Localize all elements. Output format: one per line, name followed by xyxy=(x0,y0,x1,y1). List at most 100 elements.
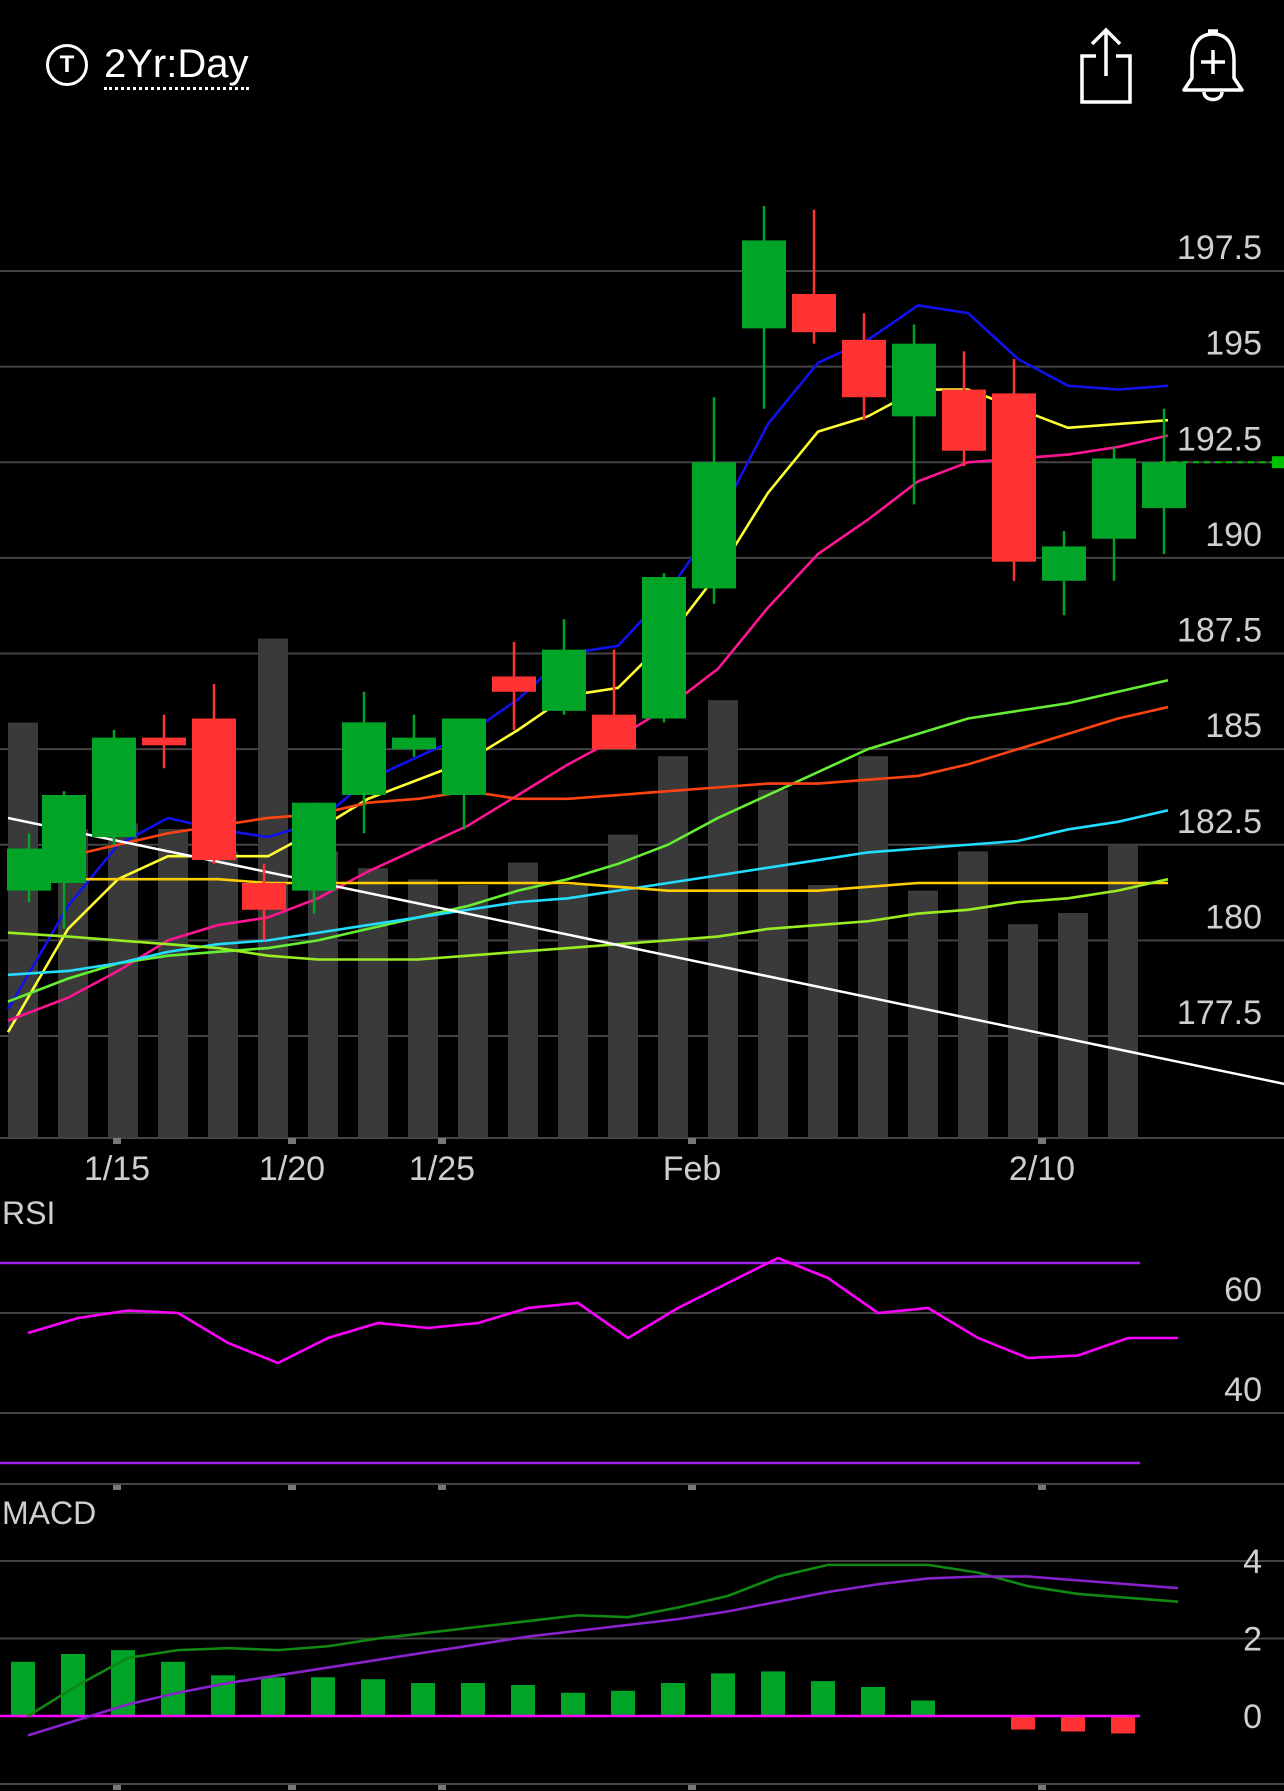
price-tick-label: 180 xyxy=(1205,898,1262,936)
volume-bar xyxy=(608,834,638,1137)
macd-histogram-bar xyxy=(461,1683,485,1716)
date-tick-label: Feb xyxy=(663,1150,722,1188)
candle-down xyxy=(992,393,1036,562)
macd-tick-label: 4 xyxy=(1243,1543,1262,1581)
price-tick-label: 182.5 xyxy=(1177,803,1262,841)
date-axis-labels: 1/15 1/20 1/25 Feb 2/10 xyxy=(84,1138,1075,1790)
share-icon xyxy=(1080,27,1132,104)
signal-line xyxy=(27,1575,1179,1737)
price-tick-label: 190 xyxy=(1205,516,1262,554)
macd-histogram-bar xyxy=(1061,1716,1085,1732)
volume-bar xyxy=(908,890,938,1137)
macd-histogram-bar xyxy=(411,1683,435,1716)
macd-tick-label: 2 xyxy=(1243,1621,1262,1659)
rsi-tick-label: 60 xyxy=(1224,1271,1262,1309)
macd-histogram-bar xyxy=(561,1692,585,1716)
trendline-layer xyxy=(7,456,1284,1086)
candle-up xyxy=(892,343,936,417)
date-tick-label: 2/10 xyxy=(1009,1150,1075,1188)
volume-bar xyxy=(708,700,738,1137)
volume-bar xyxy=(1108,845,1138,1137)
candlesticks xyxy=(7,205,1186,941)
candle-down xyxy=(792,293,836,333)
period-selector[interactable]: T 2Yr:Day xyxy=(46,40,249,90)
volume-bar xyxy=(658,756,688,1137)
volume-bar xyxy=(358,868,388,1137)
moving-average-line xyxy=(7,809,1169,977)
candle-up xyxy=(442,718,486,796)
candle-up xyxy=(1092,458,1136,539)
price-tick-label: 177.5 xyxy=(1177,994,1262,1032)
volume-bar xyxy=(158,829,188,1137)
macd-histogram-bar xyxy=(361,1679,385,1716)
macd-histogram-bar xyxy=(1011,1716,1035,1730)
volume-bar xyxy=(108,823,138,1137)
macd-histogram-bar xyxy=(511,1685,535,1716)
share-button[interactable] xyxy=(1078,26,1134,109)
macd-histogram-bar xyxy=(611,1690,635,1716)
date-tick-label: 1/15 xyxy=(84,1150,150,1188)
macd-histogram-bar xyxy=(911,1700,935,1716)
candle-up xyxy=(692,462,736,589)
date-tick-mark xyxy=(438,1484,446,1490)
date-tick-mark xyxy=(1038,1138,1046,1144)
price-tick-label: 195 xyxy=(1205,325,1262,363)
last-price-marker xyxy=(1272,456,1284,469)
volume-bar xyxy=(858,756,888,1137)
candle-down xyxy=(142,737,186,746)
volume-bar xyxy=(1058,913,1088,1137)
date-tick-mark xyxy=(438,1138,446,1144)
price-tick-label: 197.5 xyxy=(1177,229,1262,267)
add-alert-button[interactable] xyxy=(1180,26,1246,111)
date-tick-label: 1/25 xyxy=(409,1150,475,1188)
volume-bar xyxy=(208,851,238,1137)
macd-title: MACD xyxy=(2,1495,96,1531)
macd-histogram-bar xyxy=(1111,1716,1135,1734)
volume-bar xyxy=(758,789,788,1137)
candle-up xyxy=(42,795,86,883)
rsi-title: RSI xyxy=(2,1195,55,1231)
chart-header: T 2Yr:Day xyxy=(0,0,1284,130)
macd-histogram-bar xyxy=(761,1671,785,1716)
trendline xyxy=(7,816,1284,1086)
macd-panel: 4 2 0 xyxy=(0,1543,1284,1785)
date-tick-label: 1/20 xyxy=(259,1150,325,1188)
rsi-line xyxy=(27,1256,1178,1365)
date-tick-mark xyxy=(688,1484,696,1490)
macd-histogram-bar xyxy=(811,1681,835,1716)
price-tick-label: 185 xyxy=(1205,707,1262,745)
candle-down xyxy=(192,718,236,861)
volume-bar xyxy=(458,885,488,1137)
volume-bar xyxy=(558,885,588,1137)
volume-bars xyxy=(8,638,1138,1137)
period-label[interactable]: 2Yr:Day xyxy=(104,41,249,90)
date-tick-mark xyxy=(1038,1784,1046,1790)
volume-bar xyxy=(808,885,838,1137)
rsi-panel: 60 40 xyxy=(0,1256,1284,1485)
macd-histogram-bar xyxy=(261,1677,285,1716)
date-tick-mark xyxy=(688,1784,696,1790)
price-axis-labels: 197.5 195 192.5 190 187.5 185 182.5 180 177.5 xyxy=(1177,229,1262,1032)
macd-histogram-bar xyxy=(61,1654,85,1716)
macd-histogram-bar xyxy=(661,1683,685,1716)
moving-average-line xyxy=(7,877,1169,961)
candle-down xyxy=(842,339,886,398)
macd-histogram-bar xyxy=(161,1661,185,1716)
candle-down xyxy=(942,389,986,451)
macd-histogram-bar xyxy=(11,1661,35,1716)
date-tick-mark xyxy=(288,1784,296,1790)
candle-up xyxy=(342,722,386,796)
candle-down xyxy=(492,676,536,692)
macd-histogram-bar xyxy=(711,1673,735,1716)
candle-up xyxy=(392,737,436,750)
candle-up xyxy=(742,240,786,329)
candle-up xyxy=(292,802,336,891)
candle-up xyxy=(1042,546,1086,581)
candle-up xyxy=(542,649,586,711)
date-tick-mark xyxy=(288,1484,296,1490)
candle-down xyxy=(242,883,286,910)
rsi-tick-label: 40 xyxy=(1224,1371,1262,1409)
date-tick-mark xyxy=(1038,1484,1046,1490)
macd-line xyxy=(27,1563,1179,1718)
